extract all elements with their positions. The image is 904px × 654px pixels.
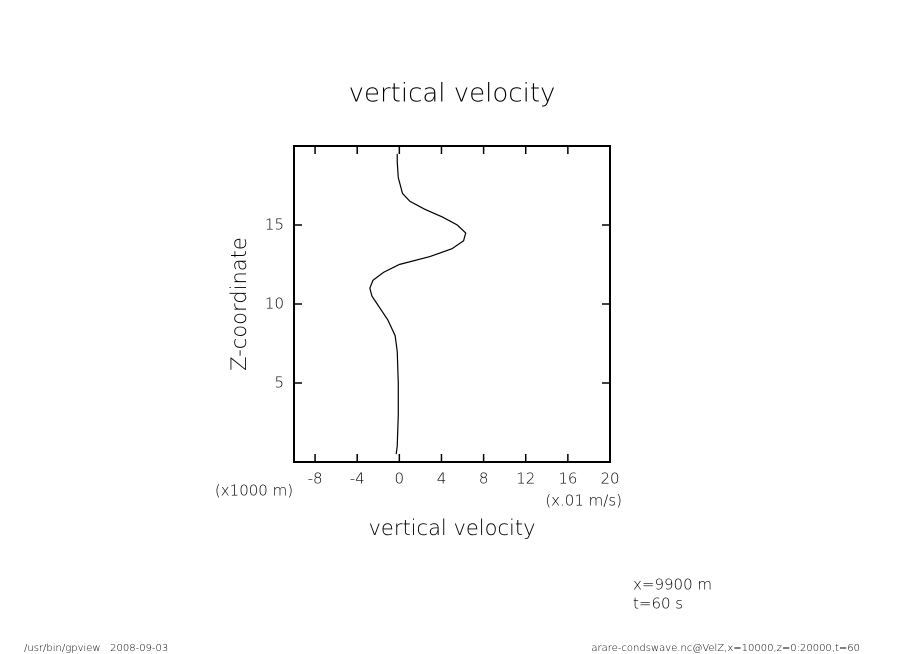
y-axis-unit: (x1000 m) — [215, 482, 293, 500]
x-tick-label: 0 — [395, 470, 405, 488]
x-tick-label: 16 — [558, 470, 577, 488]
annotation: x=9900 m — [633, 576, 712, 594]
x-axis-label: vertical velocity — [368, 516, 535, 540]
footer-left: /usr/bin/gpview 2008-09-03 — [24, 643, 168, 654]
x-axis-unit: (x.01 m/s) — [545, 492, 622, 510]
annotation: t=60 s — [633, 595, 683, 613]
x-tick-label: 8 — [479, 470, 489, 488]
x-tick-label: 4 — [437, 470, 447, 488]
x-tick-label: -4 — [350, 470, 365, 488]
y-tick-label: 10 — [265, 295, 284, 313]
profile-line — [369, 153, 467, 455]
x-tick-label: -8 — [308, 470, 323, 488]
y-tick-label: 15 — [265, 216, 284, 234]
x-tick-label: 12 — [516, 470, 535, 488]
y-tick-label: 5 — [274, 374, 284, 392]
y-axis-label: Z-coordinate — [227, 237, 251, 371]
chart-title: vertical velocity — [349, 79, 556, 109]
x-tick-label: 20 — [600, 470, 619, 488]
footer-right: arare-condswave.nc@VelZ,x=10000,z=0:2000… — [591, 643, 860, 654]
